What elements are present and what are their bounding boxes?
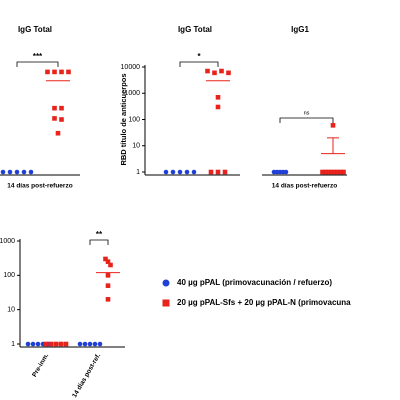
point [7,169,13,175]
point [52,69,57,75]
point [105,259,111,264]
point [323,169,328,175]
point [103,256,108,262]
point [283,169,289,175]
point [105,297,111,302]
legend-marker [162,279,170,287]
point [59,117,64,122]
point [105,283,111,288]
point [59,69,64,75]
point [177,169,183,175]
point [341,169,346,175]
x-tick-label: 14 días post-ref. [71,352,102,399]
point [0,169,6,175]
point [326,169,331,175]
point [222,169,228,175]
point [332,169,337,175]
point [163,169,169,175]
point [59,105,64,111]
legend-label: 40 µg pPAL (primovacunación / refuerzo) [177,278,332,287]
point [335,169,340,175]
point [108,262,113,268]
point [215,95,221,100]
significance-label: ns [304,110,310,116]
x-tick-label: 14 días post-refuerzo [272,183,337,190]
chart-title: IgG Total [178,25,212,34]
chart-title: IgG1 [291,25,309,34]
point [92,341,98,347]
y-tick-label: 1 [11,341,15,348]
point [330,123,336,128]
y-tick-label: 1000 [124,90,140,97]
y-tick-label: 10000 [121,64,141,71]
point [212,70,217,76]
legend-marker [162,299,170,307]
y-tick-label: 1000 [0,238,15,245]
significance-bracket [89,239,109,245]
point [215,104,221,110]
point [105,273,111,278]
point [66,69,71,75]
point [170,169,176,175]
point [25,341,31,347]
point [30,341,36,347]
point [205,68,210,74]
point [320,169,325,175]
point [97,341,103,347]
point [338,169,343,175]
significance-bracket [16,61,59,67]
x-tick-label: Pre-inm. [31,352,50,378]
significance-label: *** [33,52,43,61]
y-axis-label: RBD título de anticuerpos [119,73,128,165]
point [208,169,214,175]
point [226,70,231,76]
x-tick-label: 14 días post-refuerzo [7,183,72,190]
point [215,169,221,175]
significance-label: ** [96,230,103,239]
significance-label: * [197,52,201,61]
point [329,169,334,175]
point [14,169,20,175]
point [52,105,57,111]
y-tick-label: 10 [7,307,15,314]
point [55,130,61,136]
y-tick-label: 1 [136,169,140,176]
point [87,341,93,347]
legend-label: 20 µg pPAL-Sfs + 20 µg pPAL-N (primovacu… [177,298,351,307]
y-tick-label: 10 [132,143,140,150]
point [82,341,88,347]
point [21,169,27,175]
y-tick-label: 100 [3,272,15,279]
chart-title: IgG Total [18,25,52,34]
significance-bracket [279,117,334,123]
significance-bracket [179,61,219,67]
point [28,169,34,175]
point [77,341,83,347]
point [52,116,57,121]
point [219,68,224,74]
point [191,169,197,175]
point [35,341,41,347]
point [45,69,50,75]
point [184,169,190,175]
y-tick-label: 100 [128,116,140,123]
